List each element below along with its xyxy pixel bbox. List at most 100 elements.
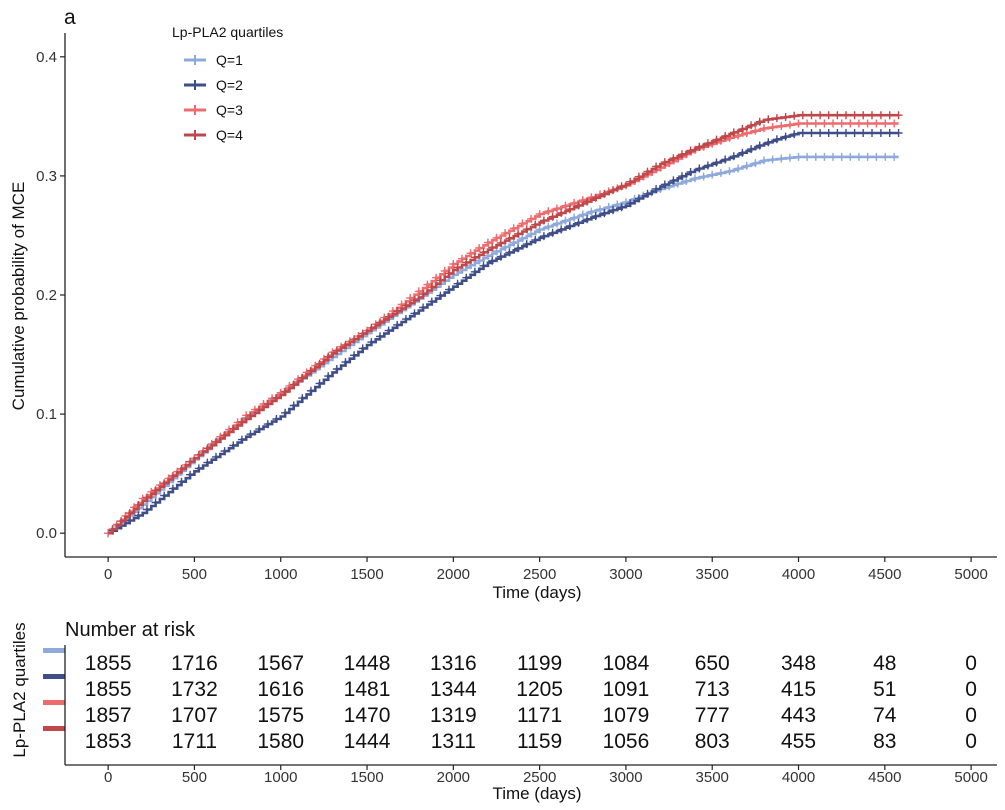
- x-tick-label: 4500: [868, 566, 901, 583]
- risk-cell: 1732: [171, 678, 218, 701]
- series-line: [108, 113, 899, 535]
- risk-row: 1855 1732 1616 1481 1344 1205 1091 713 415 51 0: [85, 678, 977, 701]
- risk-x-tick-label: 3000: [609, 769, 642, 786]
- legend: Lp-PLA2 quartiles Q=1 Q=2 Q=3 Q=4: [172, 24, 283, 143]
- risk-cell: 713: [695, 678, 730, 701]
- risk-cell: 1448: [344, 652, 391, 675]
- risk-cell: 1567: [257, 652, 304, 675]
- risk-cell: 1857: [85, 704, 132, 727]
- risk-cell: 1575: [257, 704, 304, 727]
- risk-cell: 1159: [517, 730, 562, 753]
- series-Q4: [108, 111, 903, 535]
- risk-x-tick-label: 0: [104, 769, 112, 786]
- risk-cell: 1079: [603, 704, 650, 727]
- x-tick-label: 500: [182, 566, 207, 583]
- risk-cell: 1199: [517, 652, 562, 675]
- series-line: [108, 155, 899, 535]
- x-axis-title: Time (days): [492, 583, 581, 602]
- censor-marks: [108, 129, 903, 535]
- series-line: [108, 122, 899, 535]
- risk-cell: 777: [695, 704, 730, 727]
- risk-cell: 83: [873, 730, 896, 753]
- risk-cell: 1319: [430, 704, 477, 727]
- censor-marks: [104, 119, 899, 538]
- risk-cell: 1481: [344, 678, 391, 701]
- risk-x-tick-label: 2500: [523, 769, 556, 786]
- y-tick-label: 0.2: [36, 287, 57, 304]
- risk-cell: 0: [965, 730, 977, 753]
- risk-cell: 803: [695, 730, 730, 753]
- legend-label: Q=2: [216, 77, 243, 93]
- legend-items: Q=1 Q=2 Q=3 Q=4: [184, 52, 243, 143]
- risk-x-tick-label: 2000: [437, 769, 470, 786]
- legend-item: Q=3: [184, 102, 243, 118]
- risk-x-tick-label: 5000: [954, 769, 987, 786]
- risk-cell: 0: [965, 652, 977, 675]
- legend-item: Q=4: [184, 127, 243, 143]
- risk-x-tick-label: 3500: [696, 769, 729, 786]
- y-tick-label: 0.3: [36, 168, 57, 185]
- x-tick-label: 3500: [696, 566, 729, 583]
- risk-swatches: [43, 648, 65, 731]
- series-Q1: [104, 152, 899, 538]
- legend-item: Q=2: [184, 77, 243, 93]
- risk-cell: 443: [781, 704, 816, 727]
- risk-x-axis-title: Time (days): [492, 784, 581, 803]
- panel-label: a: [64, 6, 76, 29]
- series-line: [108, 131, 899, 535]
- x-tick-label: 0: [104, 566, 112, 583]
- main-plot-axes: [64, 33, 997, 558]
- risk-cell: 1707: [171, 704, 218, 727]
- risk-cell: 0: [965, 678, 977, 701]
- legend-item: Q=1: [184, 52, 243, 68]
- risk-rows: 1855 1716 1567 1448 1316 1199 1084 650 348 48 0185…: [85, 652, 977, 753]
- risk-cell: 455: [781, 730, 816, 753]
- risk-cell: 1716: [171, 652, 218, 675]
- risk-x-ticks: 0 500 1000 1500 2000 2500 3000 3500 4000 4500 5000: [104, 765, 988, 786]
- censor-marks: [104, 152, 899, 538]
- risk-cell: 48: [873, 652, 896, 675]
- series-Q3: [104, 119, 899, 538]
- risk-row: 1855 1716 1567 1448 1316 1199 1084 650 348 48 0: [85, 652, 977, 675]
- risk-row: 1853 1711 1580 1444 1311 1159 1056 803 455 83 0: [85, 730, 977, 753]
- y-axis-title: Cumulative probability of MCE: [9, 182, 28, 411]
- risk-cell: 1580: [257, 730, 304, 753]
- legend-title: Lp-PLA2 quartiles: [172, 24, 283, 40]
- risk-cell: 1056: [603, 730, 650, 753]
- risk-cell: 1711: [172, 730, 217, 753]
- risk-cell: 0: [965, 704, 977, 727]
- risk-cell: 1344: [430, 678, 477, 701]
- x-tick-label: 2000: [437, 566, 470, 583]
- x-tick-label: 1000: [264, 566, 297, 583]
- x-tick-label: 3000: [609, 566, 642, 583]
- risk-table-title: Number at risk: [65, 619, 196, 641]
- legend-label: Q=4: [216, 127, 243, 143]
- risk-cell: 1316: [430, 652, 477, 675]
- x-tick-label: 5000: [954, 566, 987, 583]
- risk-row-swatch: [43, 726, 65, 731]
- y-ticks: 0.0 0.1 0.2 0.3 0.4: [36, 49, 65, 542]
- risk-cell: 1171: [517, 704, 562, 727]
- risk-cell: 1855: [85, 678, 132, 701]
- censor-marks: [108, 111, 903, 534]
- risk-x-tick-label: 4000: [782, 769, 815, 786]
- risk-table-ylabel: Lp-PLA2 quartiles: [10, 622, 29, 757]
- y-tick-label: 0.0: [36, 525, 57, 542]
- risk-row: 1857 1707 1575 1470 1319 1171 1079 777 443 74 0: [85, 704, 977, 727]
- risk-cell: 348: [781, 652, 816, 675]
- risk-x-tick-label: 1000: [264, 769, 297, 786]
- risk-cell: 650: [695, 652, 730, 675]
- risk-row-swatch: [43, 700, 65, 705]
- risk-cell: 1470: [344, 704, 391, 727]
- y-tick-label: 0.4: [36, 49, 57, 66]
- x-ticks: 0 500 1000 1500 2000 2500 3000 3500 4000 4500 5000: [104, 557, 988, 583]
- risk-x-tick-label: 500: [182, 769, 207, 786]
- risk-cell: 74: [873, 704, 897, 727]
- risk-row-swatch: [43, 648, 65, 653]
- risk-cell: 415: [781, 678, 816, 701]
- y-tick-label: 0.1: [36, 406, 57, 423]
- risk-cell: 1311: [431, 730, 476, 753]
- x-tick-label: 1500: [350, 566, 383, 583]
- risk-cell: 1855: [85, 652, 132, 675]
